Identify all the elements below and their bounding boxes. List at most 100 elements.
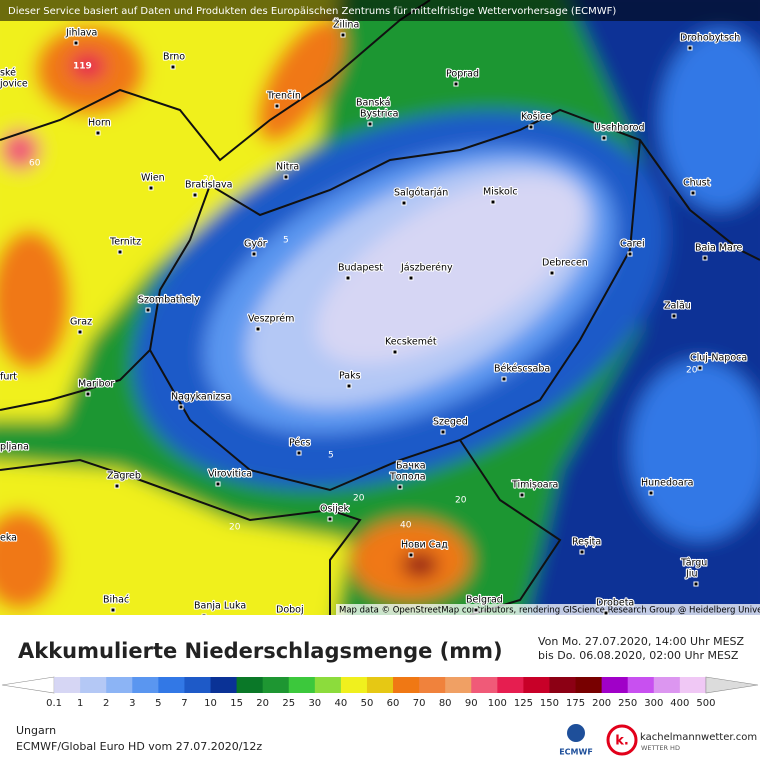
contour-label: 5 — [328, 451, 334, 461]
place-label: Jihlava — [65, 28, 97, 39]
colorbar-box — [236, 677, 264, 693]
place-label: Banja Luka — [194, 601, 246, 612]
date-to: bis Do. 06.08.2020, 02:00 Uhr MESZ — [538, 649, 739, 662]
place-dot — [397, 484, 403, 490]
place-label: Salgótarján — [394, 188, 448, 199]
colorbar-label: 15 — [230, 698, 243, 709]
ecmwf-logo: ECMWF — [559, 748, 593, 757]
colorbar-box — [54, 677, 81, 693]
ecmwf-icon — [567, 724, 585, 742]
k-logo: k. — [615, 734, 629, 749]
place-dot — [690, 190, 696, 196]
colorbar-box — [445, 677, 472, 693]
contour-label: 119 — [73, 62, 92, 72]
place-label: Doboj — [276, 605, 304, 616]
place-dot — [671, 313, 677, 319]
colorbar-label: 70 — [413, 698, 426, 709]
place-dot — [408, 552, 414, 558]
border — [209, 108, 760, 261]
colorbar-box — [314, 677, 342, 693]
place-dot — [528, 124, 534, 130]
place-label: Szeged — [433, 417, 468, 428]
colorbar-box — [471, 677, 498, 693]
place-label: Košice — [521, 112, 551, 123]
place-label: Zalău — [664, 301, 691, 312]
field — [0, 510, 60, 610]
colorbar-label: 100 — [488, 698, 507, 709]
place-dot — [85, 391, 91, 397]
colorbar-label: 40 — [335, 698, 348, 709]
place-label: Bystrica — [360, 109, 398, 120]
place-label: Brno — [163, 52, 185, 63]
place-dot — [490, 199, 496, 205]
place-dot — [110, 607, 116, 613]
attribution-band — [336, 604, 760, 615]
precip-field — [0, 0, 760, 615]
place-label: Virovitica — [208, 469, 252, 480]
date-from: Von Mo. 27.07.2020, 14:00 Uhr MESZ — [538, 635, 745, 648]
colorbar-box — [549, 677, 577, 693]
place-dot — [192, 192, 198, 198]
place-dot — [440, 429, 446, 435]
colorbar-box — [210, 677, 238, 693]
field — [630, 360, 760, 540]
place-dot — [648, 490, 654, 496]
place-label: Kecskemét — [385, 337, 437, 348]
place-label: Belgrad — [466, 595, 503, 606]
colorbar-label: 7 — [181, 698, 187, 709]
contour-label: 20 — [455, 496, 467, 506]
place-dot — [215, 481, 221, 487]
colorbar-label: 1 — [77, 698, 83, 709]
place-label: Bratislava — [185, 180, 232, 191]
colorbar-label: 2 — [103, 698, 109, 709]
borders — [0, 0, 760, 615]
place-dot — [117, 249, 123, 255]
field — [0, 130, 40, 170]
place-label: Graz — [70, 317, 92, 328]
place-dot — [687, 45, 693, 51]
colorbar-box — [132, 677, 159, 693]
colorbar-box — [393, 677, 420, 693]
colorbar-label: 60 — [387, 698, 400, 709]
colorbar-box — [184, 677, 212, 693]
place-label: Miskolc — [483, 187, 518, 198]
place-dot — [473, 607, 479, 613]
place-label: Uschhorod — [594, 123, 645, 134]
colorbar-box — [419, 677, 446, 693]
place-dot — [697, 365, 703, 371]
place-label: Maribor — [78, 379, 114, 390]
place-dot — [178, 404, 184, 410]
place-label: Carei — [620, 239, 645, 250]
colorbar: 0.1 1 2 3 5 7 10 15 20 25 30 40 50 60 70 80 90 100 125 150 1… — [1, 676, 759, 709]
border — [0, 0, 431, 162]
notice: Dieser Service basiert auf Daten und Pro… — [8, 6, 616, 17]
place-label: Nagykanizsa — [171, 392, 231, 403]
place-label: Бачка — [396, 461, 426, 472]
colorbar-label: 10 — [204, 698, 217, 709]
place-dot — [501, 376, 507, 382]
place-label: Wien — [141, 173, 165, 184]
place-dot — [201, 613, 207, 615]
place-dot — [327, 516, 333, 522]
place-dot — [148, 185, 154, 191]
place-label: Osijek — [320, 504, 350, 515]
colorbar-label: 50 — [361, 698, 374, 709]
place-label: eka — [0, 533, 17, 544]
colorbar-box — [653, 677, 681, 693]
colorbar-box — [80, 677, 107, 693]
place-dot — [702, 255, 708, 261]
field — [0, 461, 350, 615]
place-dot — [340, 32, 346, 38]
colorbar-box — [288, 677, 316, 693]
colorbar-box — [262, 677, 290, 693]
contour-label: 40 — [400, 521, 412, 531]
place-label: Pécs — [289, 438, 310, 449]
place-label: pljana — [0, 442, 29, 453]
colorbar-label: 125 — [514, 698, 533, 709]
place-label: Trenčín — [266, 91, 301, 102]
place-label: ské — [0, 68, 16, 79]
place-label: Békéscsaba — [494, 364, 550, 375]
colorbar-box — [627, 677, 655, 693]
place-dot — [255, 326, 261, 332]
field — [402, 553, 438, 577]
